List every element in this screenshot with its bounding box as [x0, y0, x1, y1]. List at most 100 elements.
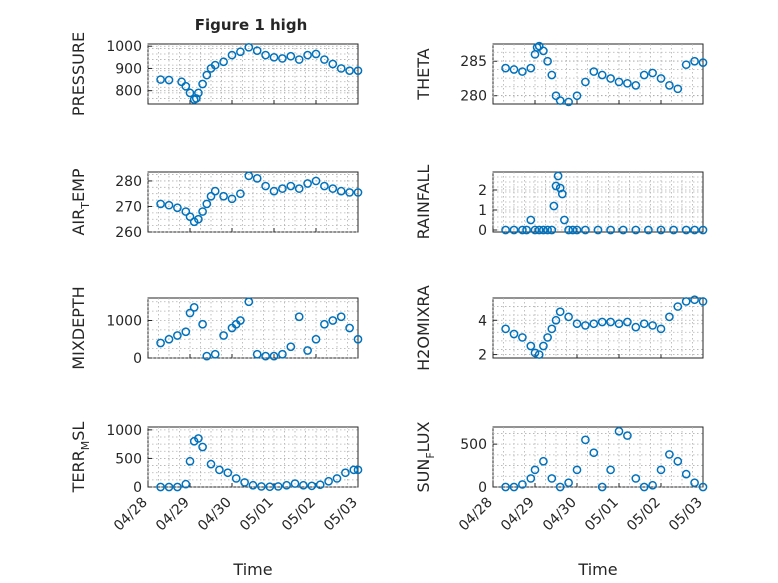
x-tick-label: 04/29: [153, 495, 193, 535]
data-point: [336, 64, 346, 73]
data-point: [623, 317, 632, 327]
data-point: [278, 184, 287, 193]
x-axis-labels: Time Time: [232, 560, 617, 579]
data-point: [551, 315, 561, 325]
subplot-2: 280 285 THETA: [414, 41, 708, 107]
subplot-1: 800 900 1000 PRESSURE: [69, 32, 363, 116]
y-tick-label: 0: [478, 480, 487, 496]
data-point: [261, 181, 270, 191]
y-tick-label: 280: [460, 89, 487, 105]
data-point: [639, 319, 649, 329]
data-point: [543, 333, 552, 342]
data-point: [206, 191, 216, 201]
data-point: [631, 225, 641, 235]
data-point: [332, 474, 342, 483]
data-point: [194, 214, 203, 224]
data-point: [564, 312, 573, 322]
subplot-6: 2 4 H2OMIXRA: [414, 285, 708, 371]
data-point: [581, 321, 590, 330]
data-point: [673, 456, 683, 466]
data-point: [194, 434, 203, 443]
data-point: [231, 474, 241, 483]
data-point: [181, 207, 191, 216]
data-point: [526, 474, 536, 483]
data-point: [202, 351, 212, 361]
data-point: [589, 67, 599, 76]
data-point: [215, 465, 224, 475]
data-point: [549, 201, 559, 211]
data-point: [299, 480, 308, 490]
data-point: [269, 52, 279, 62]
data-point: [191, 94, 201, 103]
data-point: [543, 225, 552, 235]
data-point: [557, 189, 567, 199]
data-point: [698, 297, 708, 306]
data-point: [349, 465, 359, 475]
data-point: [156, 75, 165, 84]
data-point: [185, 456, 195, 466]
data-point: [261, 50, 270, 60]
data-point: [547, 225, 557, 235]
data-point: [181, 81, 191, 91]
data-point: [698, 225, 708, 235]
data-point: [156, 338, 165, 348]
y-tick-label: 500: [460, 437, 487, 453]
data-point: [631, 474, 641, 483]
data-point: [564, 97, 573, 107]
y-axis-label: MIXDEPTH: [69, 286, 88, 369]
data-point: [227, 194, 237, 204]
data-point: [518, 480, 527, 489]
data-point: [273, 482, 283, 491]
data-point: [539, 46, 548, 56]
data-point: [553, 171, 563, 181]
data-point: [555, 482, 565, 492]
data-point: [501, 225, 510, 235]
figure-title: Figure 1 high: [195, 16, 308, 34]
data-point: [353, 188, 363, 197]
data-point: [198, 319, 207, 329]
y-label-main: RAINFALL: [414, 165, 433, 240]
data-point: [202, 199, 212, 209]
data-point: [648, 321, 657, 330]
y-axis-label: TERRMSL: [69, 422, 92, 494]
data-point: [156, 199, 165, 209]
data-point: [690, 225, 699, 235]
data-point: [164, 482, 174, 492]
data-point: [244, 171, 254, 181]
data-point: [681, 297, 691, 306]
data-point: [681, 225, 691, 235]
data-point: [278, 54, 287, 63]
y-tick-label: 285: [460, 54, 487, 70]
x-tick-label: 05/02: [279, 495, 319, 535]
data-point: [623, 78, 632, 88]
data-point: [294, 55, 304, 64]
data-point: [265, 482, 275, 492]
subplot-4: 0 1 2 RAINFALL: [414, 165, 708, 240]
data-point: [698, 58, 708, 67]
data-point: [509, 329, 519, 339]
data-point: [501, 482, 510, 492]
data-point: [173, 331, 182, 340]
data-point: [673, 84, 683, 94]
data-point: [307, 481, 317, 491]
data-point: [581, 435, 590, 445]
data-point: [219, 57, 228, 67]
data-point: [286, 181, 296, 191]
data-point: [501, 63, 510, 73]
data-point: [530, 465, 540, 475]
data-point: [564, 225, 573, 235]
data-point: [526, 215, 536, 225]
data-point: [597, 482, 607, 492]
data-point: [534, 41, 544, 51]
data-point: [593, 225, 603, 235]
y-label-subscript: T: [79, 202, 92, 210]
data-point: [303, 50, 312, 60]
data-point: [324, 476, 333, 486]
data-point: [320, 55, 329, 64]
data-point: [589, 448, 599, 458]
data-point: [606, 225, 615, 235]
y-tick-label: 280: [115, 174, 142, 190]
x-tick-label: 04/28: [456, 495, 496, 535]
y-label-main: PRESSURE: [69, 32, 88, 116]
data-point: [597, 317, 607, 327]
